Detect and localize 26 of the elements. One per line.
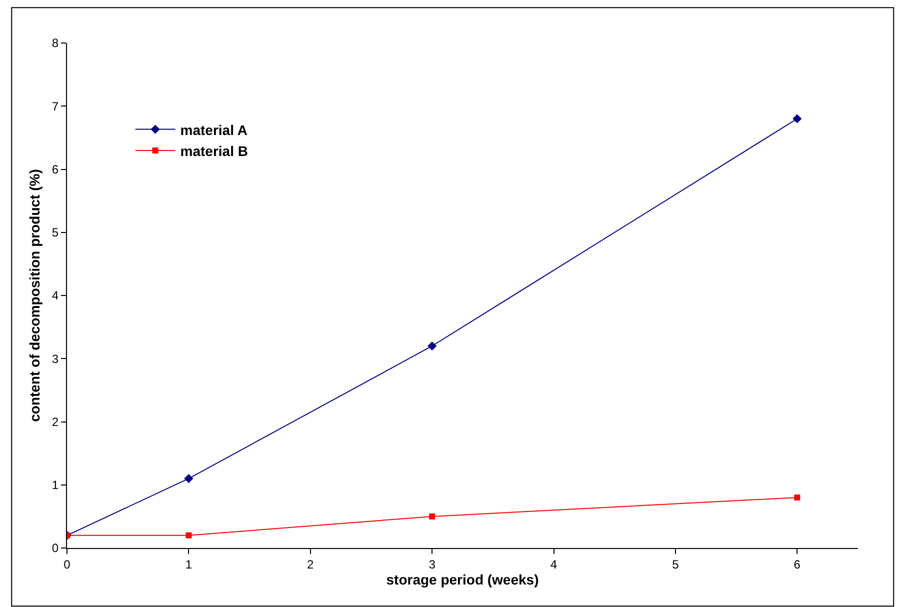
x-tick-label: 3 (428, 557, 436, 572)
y-tick-label: 4 (52, 288, 59, 303)
x-tick-label: 4 (550, 557, 558, 572)
point (428, 341, 437, 351)
x-tick-label: 5 (672, 557, 680, 572)
legend-label: material B (180, 142, 248, 159)
y-tick-label: 5 (52, 226, 59, 240)
y-tick-label: 3 (52, 352, 59, 366)
y-tick-label: 1 (52, 478, 59, 492)
point (792, 114, 802, 124)
point (186, 532, 192, 538)
point (184, 474, 194, 484)
x-tick-label: 1 (185, 557, 192, 572)
x-tick-label: 2 (307, 557, 314, 572)
x-axis-title: storage period (weeks) (386, 572, 539, 588)
y-tick-label: 2 (52, 414, 59, 429)
y-tick-label: 8 (52, 36, 59, 50)
y-tick-label: 6 (52, 162, 59, 176)
y-tick-label: 0 (52, 541, 59, 556)
y-tick-label: 7 (52, 99, 59, 114)
x-tick-label: 0 (64, 557, 71, 572)
legend-label: material A (180, 122, 248, 138)
y-axis-title: content of decomposition product (%) (26, 169, 43, 422)
point (794, 494, 800, 500)
point (429, 513, 436, 520)
x-tick-label: 6 (794, 557, 801, 572)
